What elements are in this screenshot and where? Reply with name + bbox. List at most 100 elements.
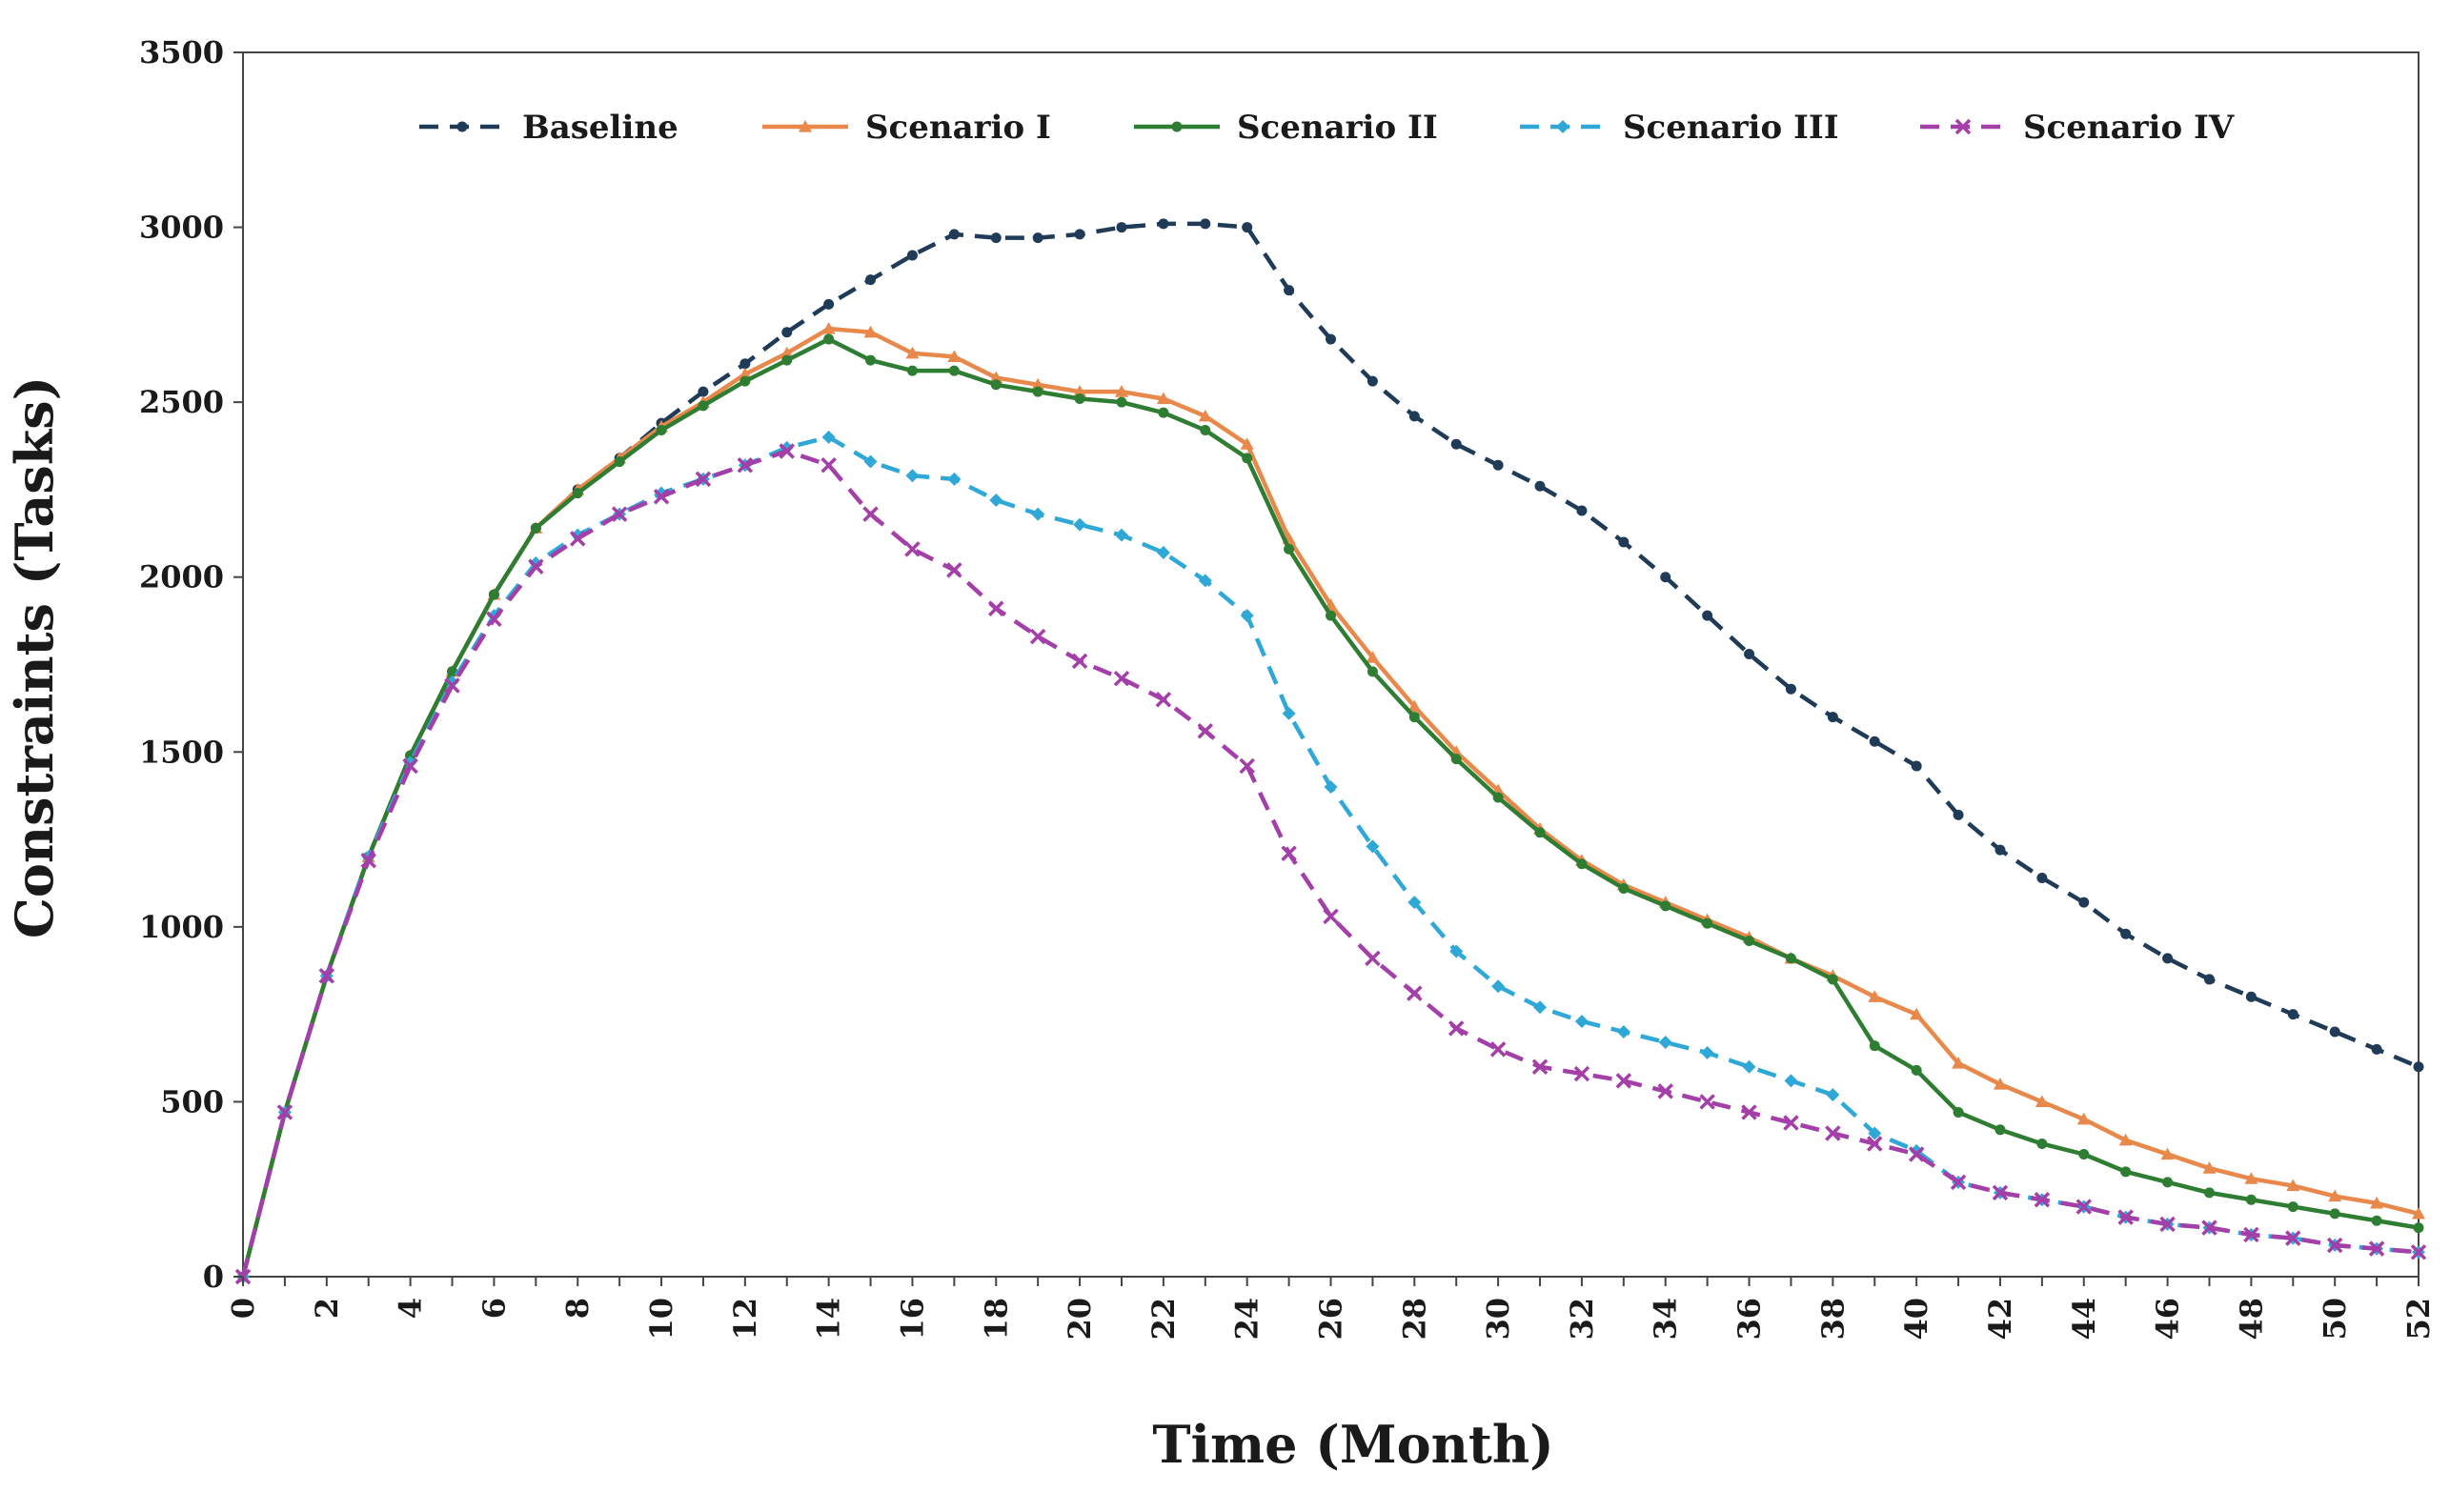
- data-point-scenario-iii: [1533, 1000, 1548, 1015]
- legend-label-scenario-i: Scenario I: [865, 109, 1051, 147]
- data-point-baseline: [1450, 438, 1462, 450]
- data-point-scenario-iv: [2285, 1230, 2301, 1246]
- legend-marker-scenario-iv: [1954, 118, 1972, 135]
- data-point-baseline: [1827, 712, 1838, 723]
- data-point-baseline: [1576, 505, 1588, 516]
- x-tick-label: 22: [1145, 1298, 1182, 1341]
- data-point-scenario-iv: [1323, 908, 1339, 925]
- data-point-scenario-i: [2328, 1189, 2342, 1202]
- x-tick-label: 12: [727, 1298, 763, 1341]
- x-tick-label: 8: [559, 1298, 596, 1319]
- data-point-baseline: [865, 274, 877, 286]
- data-point-scenario-i: [2202, 1161, 2217, 1174]
- data-point-scenario-iii: [1031, 507, 1045, 521]
- data-point-scenario-ii: [2413, 1222, 2424, 1234]
- data-point-scenario-iv: [1699, 1094, 1715, 1110]
- data-point-scenario-iii: [1700, 1046, 1714, 1060]
- data-point-baseline: [2413, 1061, 2424, 1073]
- data-point-scenario-ii: [2203, 1187, 2215, 1199]
- data-point-scenario-i: [1952, 1057, 1966, 1069]
- data-point-scenario-iii: [1616, 1025, 1630, 1038]
- data-point-scenario-iv: [2410, 1244, 2427, 1260]
- y-tick-label: 0: [203, 1259, 224, 1295]
- data-point-scenario-i: [1031, 377, 1045, 391]
- x-tick-label: 6: [476, 1298, 512, 1319]
- data-point-baseline: [948, 229, 960, 240]
- data-point-scenario-ii: [1994, 1124, 2006, 1136]
- data-point-scenario-i: [1114, 385, 1128, 397]
- series-scenario-ii: [237, 333, 2424, 1282]
- data-point-scenario-iii: [947, 472, 962, 486]
- data-point-scenario-iii: [1868, 1126, 1882, 1140]
- y-tick-label: 2000: [139, 559, 224, 595]
- data-point-scenario-iv: [1615, 1073, 1632, 1089]
- data-point-baseline: [2329, 1026, 2340, 1038]
- x-tick-label: 52: [2400, 1298, 2437, 1341]
- data-point-baseline: [2203, 974, 2215, 985]
- data-point-scenario-ii: [2162, 1177, 2174, 1188]
- data-point-scenario-iv: [1573, 1065, 1590, 1082]
- legend-marker-scenario-ii: [1171, 121, 1183, 132]
- data-point-scenario-iv: [444, 677, 460, 694]
- data-point-scenario-iv: [486, 611, 502, 628]
- data-point-scenario-ii: [530, 522, 541, 534]
- data-point-scenario-ii: [2078, 1149, 2090, 1159]
- data-point-scenario-ii: [1911, 1064, 1922, 1076]
- legend-item-scenario-iv: Scenario IV: [1920, 109, 2235, 147]
- x-tick-label: 36: [1731, 1298, 1768, 1341]
- y-tick-label: 3000: [139, 210, 224, 246]
- data-point-scenario-iii: [1574, 1014, 1589, 1028]
- data-point-scenario-iii: [1073, 517, 1087, 532]
- data-point-scenario-i: [738, 367, 752, 380]
- data-point-scenario-iv: [1448, 1020, 1465, 1037]
- series-scenario-iv: [234, 443, 2427, 1285]
- data-point-scenario-ii: [2371, 1215, 2382, 1226]
- y-tick-label: 3500: [139, 34, 224, 71]
- y-tick-label: 1000: [139, 909, 224, 945]
- x-tick-label: 46: [2150, 1298, 2186, 1341]
- legend-item-scenario-ii: Scenario II: [1134, 109, 1438, 147]
- data-point-scenario-iv: [653, 489, 670, 505]
- x-tick-label: 40: [1898, 1298, 1934, 1341]
- data-point-scenario-iv: [1992, 1184, 2009, 1201]
- legend-label-scenario-ii: Scenario II: [1237, 109, 1438, 147]
- data-point-scenario-i: [2370, 1196, 2384, 1209]
- data-point-scenario-i: [1156, 392, 1170, 405]
- data-point-scenario-iii: [1240, 609, 1254, 623]
- data-point-scenario-iv: [1741, 1104, 1757, 1120]
- data-point-baseline: [2371, 1043, 2382, 1055]
- x-tick-label: 0: [225, 1298, 261, 1319]
- data-point-scenario-iv: [1113, 670, 1130, 687]
- data-point-scenario-iv: [1867, 1136, 1883, 1152]
- x-tick-label: 16: [894, 1298, 930, 1341]
- legend-marker-scenario-iii: [1556, 120, 1569, 133]
- data-point-baseline: [1408, 411, 1420, 422]
- x-tick-label: 24: [1229, 1298, 1265, 1341]
- x-axis-title: Time (Month): [1152, 1414, 1553, 1475]
- data-point-scenario-iv: [318, 968, 335, 984]
- data-point-scenario-ii: [1116, 396, 1127, 408]
- x-tick-label: 34: [1648, 1298, 1684, 1341]
- data-point-scenario-ii: [781, 354, 793, 366]
- data-point-scenario-iv: [1155, 691, 1172, 708]
- data-point-scenario-i: [2244, 1172, 2258, 1184]
- data-point-baseline: [1869, 736, 1880, 747]
- legend-marker-baseline: [456, 121, 468, 132]
- data-point-baseline: [2078, 897, 2090, 908]
- data-point-scenario-iv: [2368, 1240, 2385, 1257]
- data-point-scenario-iv: [2159, 1216, 2176, 1233]
- data-point-scenario-iii: [1198, 574, 1212, 588]
- data-point-scenario-ii: [1492, 792, 1504, 803]
- data-point-scenario-i: [1240, 437, 1254, 450]
- x-tick-label: 14: [811, 1298, 847, 1341]
- data-point-scenario-iv: [1239, 757, 1255, 775]
- series-line-scenario-iv: [240, 449, 2420, 1278]
- data-point-scenario-iv: [1657, 1083, 1673, 1099]
- data-point-scenario-ii: [1744, 936, 1755, 947]
- data-point-scenario-i: [2118, 1133, 2133, 1146]
- x-tick-label: 28: [1396, 1298, 1432, 1341]
- data-point-scenario-iv: [1029, 628, 1046, 645]
- y-tick-label: 1500: [139, 734, 224, 770]
- data-point-scenario-iv: [695, 471, 712, 488]
- data-point-scenario-ii: [1074, 393, 1085, 404]
